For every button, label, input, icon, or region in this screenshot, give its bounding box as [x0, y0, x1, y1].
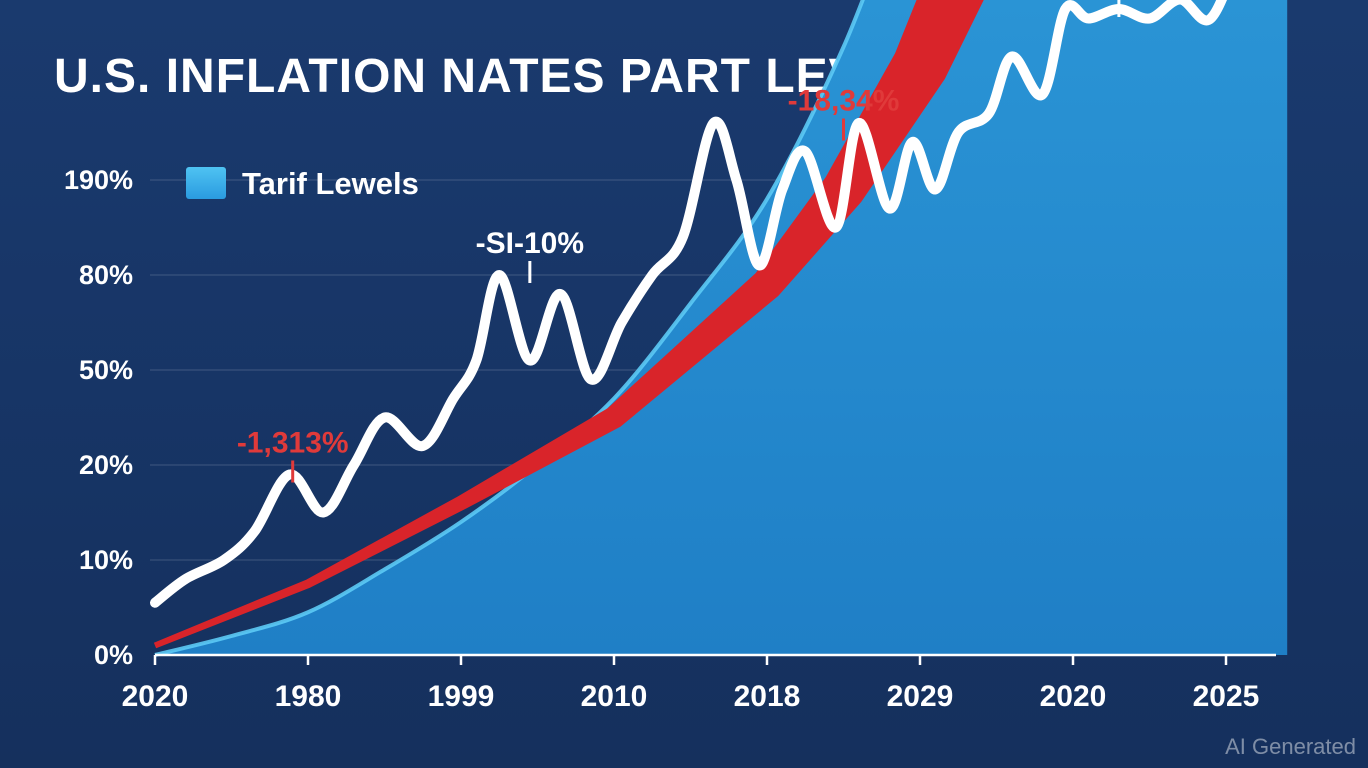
x-tick-label: 2020 [1040, 680, 1107, 713]
annotation-label: -1,313% [237, 427, 349, 460]
y-axis: 0% 10% 20% 50% 80% 190% [64, 165, 133, 670]
y-tick-label: 50% [79, 355, 133, 385]
y-tick-label: 10% [79, 545, 133, 575]
y-tick-label: 0% [94, 640, 133, 670]
inflation-line [150, 0, 1227, 608]
tariff-area-edge [154, 0, 865, 657]
annotations: -1,313%-SI-10%-18,34%5,60% [237, 0, 1121, 483]
legend-swatch [186, 167, 226, 199]
x-tick-label: 2020 [122, 680, 189, 713]
y-tick-label: 80% [79, 260, 133, 290]
x-tick-label: 2010 [581, 680, 648, 713]
x-tick-label: 2029 [887, 680, 954, 713]
y-tick-label: 190% [64, 165, 133, 195]
watermark: AI Generated [1225, 734, 1356, 759]
x-tick-label: 1999 [428, 680, 495, 713]
annotation-label: -SI-10% [476, 227, 584, 260]
x-tick-label: 2018 [734, 680, 801, 713]
y-tick-label: 20% [79, 450, 133, 480]
legend-label: Tarif Lewels [242, 166, 419, 201]
x-axis: 2020 1980 1999 2010 2018 2029 2020 2025 [122, 655, 1260, 713]
x-tick-label: 1980 [275, 680, 342, 713]
trend-arrow [153, 0, 984, 649]
annotation-label: -18,34% [788, 85, 900, 118]
x-tick-label: 2025 [1193, 680, 1260, 713]
chart-title: U.S. INFLATION NATES PART LEVELS [54, 50, 958, 103]
legend: Tarif Lewels [186, 166, 419, 201]
